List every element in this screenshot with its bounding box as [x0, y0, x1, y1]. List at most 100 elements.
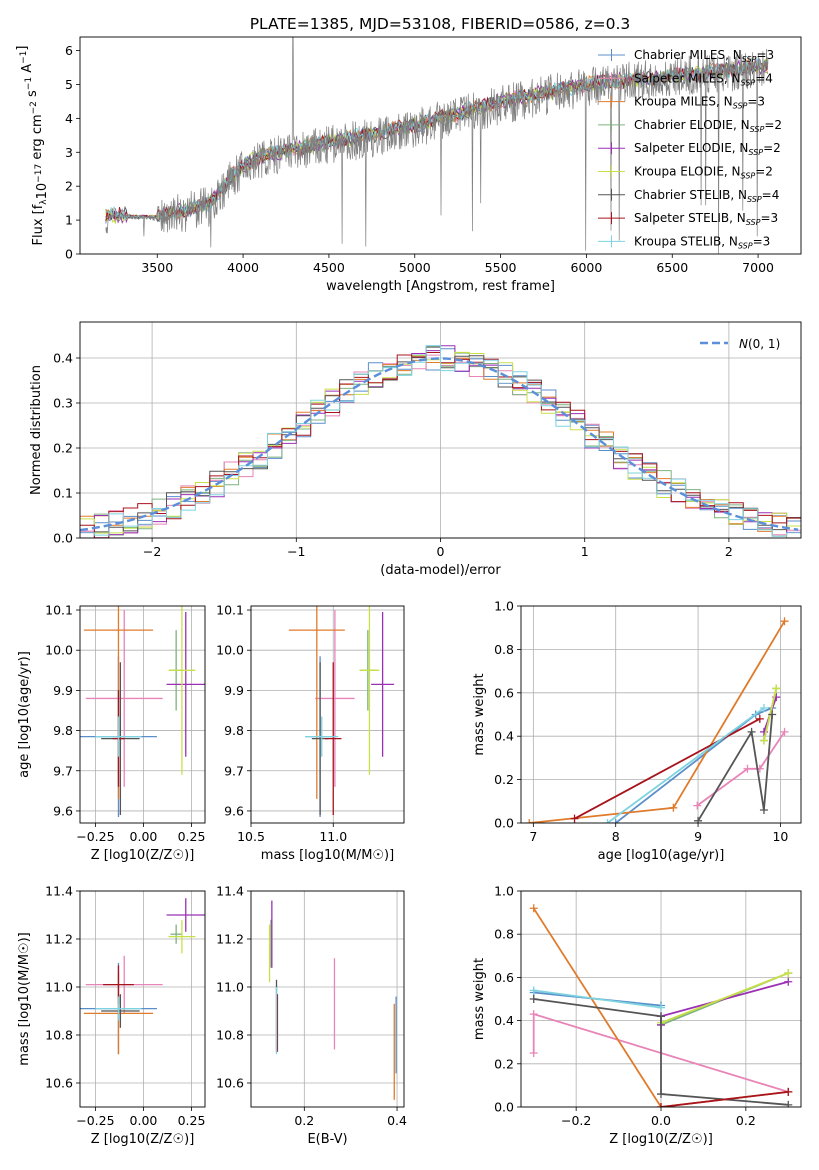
- spectrum-panel: 3500 4000 4500 5000 5500 6000 6500 7000 0 1 2 3 4 5 6 w…: [15, 36, 802, 294]
- legend-label: Chabrier ELODIE, NSSP=2: [634, 118, 782, 134]
- weight-vs-age-panel: 7 8 9 10 0.0 0.2 0.4 0.6 0.8 1.0 age [log10(age/yr…: [472, 599, 802, 863]
- y-tick-label: 0.4: [494, 729, 514, 744]
- legend-label: Salpeter STELIB, NSSP=3: [634, 211, 778, 227]
- axes-frame: [520, 605, 802, 824]
- y-tick-label: 0.0: [53, 531, 73, 546]
- age-vs-Z-points: [80, 606, 205, 817]
- x-tick-label: 10: [772, 829, 788, 844]
- legend-label: Salpeter MILES, NSSP=4: [634, 71, 773, 87]
- weight-marker: [780, 727, 789, 736]
- weight-marker: [657, 1012, 665, 1021]
- y-tick-label: 10.6: [216, 1076, 244, 1091]
- legend-label: Chabrier STELIB, NSSP=4: [634, 188, 779, 204]
- y-tick-label: 0.8: [494, 642, 514, 657]
- y-axis-label: mass weight: [472, 958, 487, 1040]
- x-tick-label: 6000: [571, 260, 603, 275]
- weight-vs-Z-panel: −0.2 0.0 0.2 0.0 0.2 0.4 0.6 0.8 1.0 Z [log10(Z/Z…: [472, 884, 802, 1147]
- y-tick-label: 5: [65, 77, 73, 92]
- y-tick-label: 9.8: [224, 723, 244, 738]
- x-tick-label: 4000: [227, 260, 259, 275]
- x-tick-label: 11.0: [319, 829, 347, 844]
- weight-marker: [759, 736, 768, 745]
- weight-line: [696, 731, 786, 807]
- weight-marker: [784, 1087, 793, 1096]
- y-tick-label: 9.7: [53, 763, 73, 778]
- weight-marker: [529, 995, 538, 1003]
- x-tick-label: 0.25: [178, 829, 206, 844]
- x-tick-label: 3500: [141, 260, 173, 275]
- axes-frame: [520, 890, 802, 1108]
- y-tick-label: 0.0: [494, 1100, 514, 1115]
- y-tick-label: 9.7: [224, 763, 244, 778]
- y-tick-label: 11.0: [216, 980, 244, 995]
- y-tick-label: 10.0: [45, 643, 73, 658]
- age-vs-mass-points: [288, 606, 395, 817]
- axes-frame: [79, 36, 802, 255]
- y-tick-label: 4: [65, 111, 73, 126]
- x-axis-label: (data-model)/error: [380, 563, 501, 578]
- axes-frame: [79, 890, 206, 1108]
- axes-frame: [79, 321, 802, 539]
- y-tick-label: 0.4: [53, 351, 73, 366]
- x-tick-label: 6500: [656, 260, 688, 275]
- weight-marker: [529, 1010, 538, 1019]
- weight-marker: [611, 819, 620, 823]
- y-tick-label: 0: [65, 247, 73, 262]
- x-tick-label: −2: [143, 544, 161, 559]
- y-tick-label: 10.1: [45, 603, 73, 618]
- x-tick-label: 2: [725, 544, 733, 559]
- weight-marker: [784, 1100, 793, 1107]
- x-tick-label: 0: [437, 544, 445, 559]
- y-axis-label: mass [log10(M/M☉)]: [17, 932, 32, 1065]
- axes-frame: [79, 605, 206, 824]
- y-tick-label: 0.6: [494, 685, 514, 700]
- x-axis-label: mass [log10(M/M☉)]: [261, 848, 394, 863]
- weight-marker: [529, 1049, 538, 1057]
- mass-vs-Z-panel: −0.25 0.00 0.25 10.6 10.8 11.0 11.2 11.4 Z [log1…: [17, 884, 205, 1148]
- mass-vs-Z-points: [80, 898, 205, 1055]
- normal-curve: [80, 357, 799, 532]
- x-axis-label: Z [log10(Z/Z☉)]: [91, 1132, 195, 1147]
- x-tick-label: 0.4: [387, 1113, 407, 1128]
- y-tick-label: 10.8: [216, 1028, 244, 1043]
- weight-marker: [570, 814, 579, 823]
- weight-marker: [780, 617, 789, 626]
- weight-marker: [525, 819, 534, 823]
- x-tick-label: 8: [612, 829, 620, 844]
- y-tick-label: 9.8: [53, 723, 73, 738]
- x-tick-label: 5000: [399, 260, 431, 275]
- y-tick-label: 10.6: [45, 1076, 73, 1091]
- y-tick-label: 0.1: [53, 486, 73, 501]
- weight-line: [660, 1091, 789, 1107]
- weight-marker: [772, 684, 781, 693]
- y-tick-label: 11.0: [45, 980, 73, 995]
- y-tick-label: 11.4: [216, 884, 244, 899]
- x-axis-label: Z [log10(Z/Z☉)]: [609, 1132, 713, 1147]
- y-tick-label: 9.6: [224, 803, 244, 818]
- y-tick-label: 11.2: [216, 932, 244, 947]
- y-tick-label: 1.0: [494, 884, 514, 899]
- mass-vs-ebv-panel: 0.2 0.4 10.6 10.8 11.0 11.2 11.4 E(B-V): [216, 884, 407, 1148]
- x-tick-label: 0.25: [178, 1113, 206, 1128]
- weight-marker: [693, 801, 702, 810]
- x-tick-label: 0.2: [736, 1113, 756, 1128]
- x-axis-label: wavelength [Angstrom, rest frame]: [326, 279, 555, 294]
- weight-marker: [784, 977, 793, 986]
- weight-marker: [755, 714, 764, 723]
- x-tick-label: −1: [287, 544, 305, 559]
- x-tick-label: 0.2: [294, 1113, 314, 1128]
- y-tick-label: 9.9: [224, 683, 244, 698]
- x-axis-label: E(B-V): [307, 1132, 347, 1147]
- age-vs-mass-panel: 10.5 11.0 9.6 9.7 9.8 9.9 10.0 10.1 mass [log10(…: [216, 603, 405, 863]
- x-tick-label: 9: [694, 829, 702, 844]
- y-tick-label: 0.3: [53, 396, 73, 411]
- weight-marker: [694, 816, 703, 823]
- y-tick-label: 9.6: [53, 803, 73, 818]
- y-tick-label: 0.6: [494, 970, 514, 985]
- x-tick-label: −0.25: [76, 829, 114, 844]
- weight-vs-Z-lines: [529, 904, 793, 1107]
- x-axis-label: Z [log10(Z/Z☉)]: [91, 848, 195, 863]
- y-tick-label: 10.1: [216, 603, 244, 618]
- y-tick-label: 11.2: [45, 932, 73, 947]
